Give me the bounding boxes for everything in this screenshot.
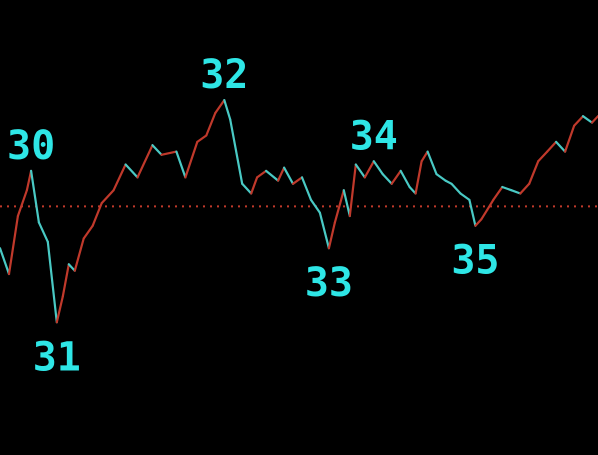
line-segment	[519, 182, 531, 195]
line-segment	[25, 169, 33, 192]
line-segment	[100, 189, 115, 205]
line-segment	[250, 176, 259, 195]
line-segment	[399, 169, 411, 189]
line-segment	[554, 140, 567, 153]
line-segment	[420, 150, 429, 163]
line-segment	[408, 185, 417, 195]
line-segment	[300, 176, 313, 201]
line-segment	[486, 198, 495, 211]
price-line-series	[0, 98, 598, 324]
line-segment	[444, 179, 453, 185]
line-segment	[372, 160, 384, 176]
line-segment	[342, 189, 351, 218]
line-segment	[196, 134, 208, 143]
wave-label-30: 30	[7, 123, 55, 169]
line-segment	[124, 163, 139, 179]
line-segment	[450, 182, 462, 195]
wave-label-33: 33	[305, 260, 353, 306]
line-segment	[501, 185, 513, 192]
line-segment	[55, 295, 64, 324]
wave-labels: 30 31 32 33 34 35	[7, 52, 499, 380]
line-segment	[160, 150, 178, 156]
line-segment	[151, 144, 163, 156]
line-segment	[61, 263, 70, 298]
line-segment	[528, 160, 540, 185]
line-segment	[414, 160, 423, 195]
line-segment	[435, 173, 447, 182]
line-segment	[327, 221, 336, 250]
wave-label-31: 31	[33, 334, 81, 380]
line-segment	[277, 166, 286, 182]
line-segment	[184, 140, 199, 179]
line-segment	[333, 189, 345, 224]
line-segment	[459, 192, 471, 201]
line-segment	[492, 185, 504, 201]
line-segment	[390, 169, 402, 185]
line-segment	[16, 189, 28, 218]
line-segment	[480, 208, 489, 221]
line-segment	[354, 163, 366, 179]
line-segment	[265, 169, 280, 182]
line-segment	[205, 111, 217, 137]
line-segment	[112, 163, 127, 192]
line-segment	[283, 166, 295, 185]
line-segment	[348, 163, 357, 218]
line-segment	[214, 98, 226, 115]
line-segment	[30, 169, 41, 224]
wave-label-34: 34	[350, 113, 398, 159]
line-segment	[563, 124, 576, 153]
line-segment	[37, 221, 49, 243]
line-segment	[590, 115, 598, 124]
line-segment	[381, 173, 393, 185]
line-segment	[229, 118, 244, 185]
line-segment	[291, 176, 304, 185]
line-segment	[7, 214, 19, 276]
line-segment	[136, 144, 154, 179]
line-segment	[474, 218, 483, 227]
line-segment	[241, 182, 253, 195]
line-segment	[426, 150, 438, 176]
line-segment	[46, 240, 58, 324]
line-segment	[223, 98, 232, 121]
line-segment	[468, 198, 477, 227]
line-segment	[510, 189, 522, 195]
line-segment	[363, 160, 375, 179]
line-segment	[0, 247, 11, 276]
line-segment	[546, 140, 558, 153]
line-segment	[256, 169, 268, 179]
line-segment	[581, 115, 594, 124]
line-segment	[91, 202, 103, 227]
wave-label-32: 32	[200, 52, 248, 98]
line-segment	[572, 115, 585, 127]
line-segment	[537, 150, 549, 163]
line-segment	[82, 224, 94, 240]
line-segment	[73, 237, 85, 272]
wave-label-35: 35	[451, 238, 499, 284]
line-segment	[318, 211, 330, 250]
line-segment	[67, 263, 76, 272]
line-segment	[309, 198, 321, 214]
line-segment	[175, 150, 187, 179]
